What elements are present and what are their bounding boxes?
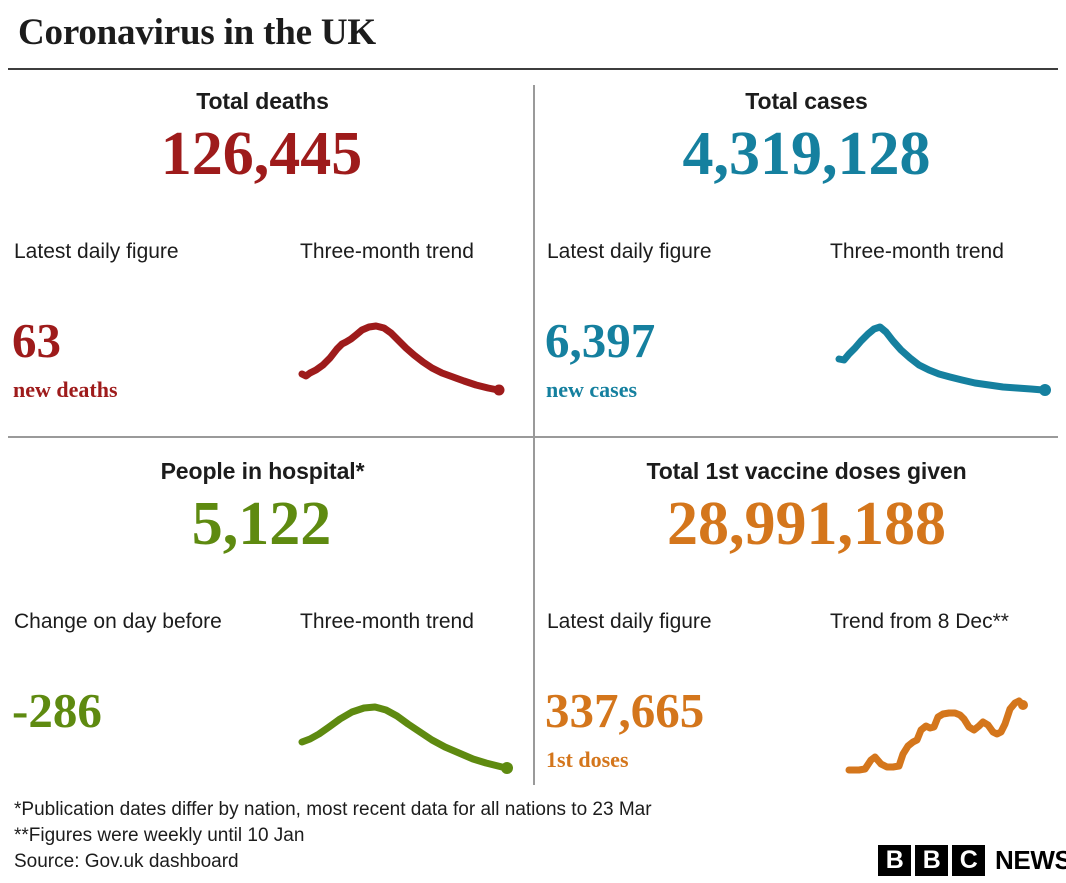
footnote-1: *Publication dates differ by nation, mos… bbox=[14, 799, 652, 820]
panel-vaccine: Total 1st vaccine doses given 28,991,188… bbox=[533, 440, 1066, 808]
cases-latest-value: 6,397 bbox=[545, 313, 656, 368]
hospital-change-value: -286 bbox=[12, 683, 102, 738]
bbc-letter-1: B bbox=[878, 845, 911, 876]
total-cases-value: 4,319,128 bbox=[682, 120, 931, 188]
bbc-letter-3: C bbox=[952, 845, 985, 876]
panel-title-deaths: Total deaths bbox=[196, 88, 329, 114]
vaccine-latest-label: Latest daily figure bbox=[547, 610, 712, 633]
hospital-change-label: Change on day before bbox=[14, 610, 222, 633]
cases-latest-caption: new cases bbox=[546, 377, 638, 402]
deaths-latest-value: 63 bbox=[12, 313, 61, 368]
panel-title-hospital: People in hospital* bbox=[160, 458, 365, 484]
bbc-news-wordmark: NEWS bbox=[995, 845, 1066, 875]
total-deaths-value: 126,445 bbox=[160, 120, 363, 188]
sparkline-cases bbox=[835, 323, 1051, 396]
sparkline-deaths bbox=[298, 322, 505, 396]
cases-trend-label: Three-month trend bbox=[830, 240, 1004, 263]
header-divider bbox=[8, 68, 1058, 70]
total-vaccine-value: 28,991,188 bbox=[667, 490, 946, 558]
vaccine-latest-value: 337,665 bbox=[545, 683, 705, 738]
bbc-news-logo: B B C NEWS bbox=[878, 845, 1066, 876]
vaccine-latest-caption: 1st doses bbox=[546, 747, 629, 772]
panel-deaths: Total deaths 126,445 Latest daily figure… bbox=[0, 70, 533, 438]
hospital-trend-label: Three-month trend bbox=[300, 610, 474, 633]
total-hospital-value: 5,122 bbox=[191, 490, 332, 558]
source-line: Source: Gov.uk dashboard bbox=[14, 851, 239, 872]
page-title: Coronavirus in the UK bbox=[18, 12, 376, 53]
deaths-latest-caption: new deaths bbox=[13, 377, 118, 402]
column-divider bbox=[533, 85, 535, 785]
cases-latest-label: Latest daily figure bbox=[547, 240, 712, 263]
panel-title-cases: Total cases bbox=[745, 88, 868, 114]
sparkline-vaccine bbox=[845, 697, 1028, 774]
panel-title-vaccine: Total 1st vaccine doses given bbox=[646, 458, 967, 484]
deaths-latest-label: Latest daily figure bbox=[14, 240, 179, 263]
sparkline-hospital bbox=[298, 703, 513, 774]
footnotes: *Publication dates differ by nation, mos… bbox=[14, 797, 652, 875]
panel-hospital: People in hospital* 5,122 Change on day … bbox=[0, 440, 533, 808]
panel-cases: Total cases 4,319,128 Latest daily figur… bbox=[533, 70, 1066, 438]
vaccine-trend-label: Trend from 8 Dec** bbox=[830, 610, 1009, 633]
deaths-trend-label: Three-month trend bbox=[300, 240, 474, 263]
footnote-2: **Figures were weekly until 10 Jan bbox=[14, 825, 305, 846]
bbc-letter-2: B bbox=[915, 845, 948, 876]
